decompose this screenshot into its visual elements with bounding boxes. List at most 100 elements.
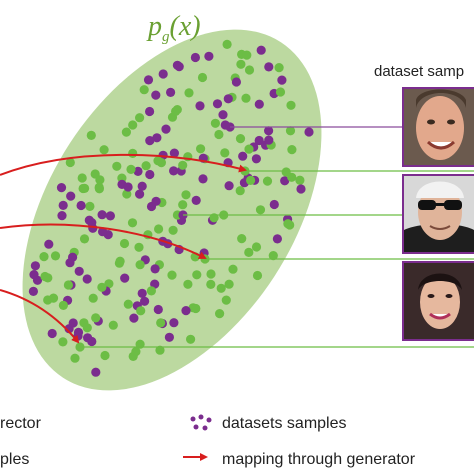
dataset-sample-dot (223, 94, 233, 104)
face-thumbnail-3 (402, 261, 474, 341)
dataset-samples-legend-icon (190, 414, 212, 431)
dataset-sample-dot (58, 200, 68, 210)
dataset-sample-dot (198, 174, 208, 184)
generated-sample-dot (77, 173, 87, 183)
dataset-sample-dot (254, 135, 264, 146)
dataset-sample-dot (150, 279, 160, 289)
dataset-sample-dot (97, 210, 107, 220)
dataset-sample-dot (145, 106, 155, 117)
connector-lines (80, 126, 474, 348)
generated-sample-dot (246, 175, 256, 185)
generated-sample-dot (268, 251, 278, 261)
generated-sample-dot (136, 306, 146, 316)
generated-sample-dot (39, 252, 49, 262)
dataset-sample-dot (150, 264, 160, 274)
dataset-sample-dot (151, 90, 161, 100)
dataset-sample-dot (83, 333, 93, 343)
dataset-sample-dot (174, 62, 184, 72)
dataset-sample-dot (195, 101, 205, 111)
generated-sample-dot (127, 218, 138, 228)
dataset-sample-dot (140, 296, 150, 306)
dataset-sample-dot (190, 52, 200, 63)
dataset-sample-dot (30, 261, 40, 271)
generated-sample-dot (135, 113, 145, 123)
generated-sample-dot (283, 219, 293, 229)
dataset-sample-dot (133, 166, 143, 176)
face-sunglasses-icon (404, 176, 474, 252)
generated-sample-dot (153, 156, 163, 166)
dataset-sample-dot (264, 135, 274, 145)
dataset-sample-dot (151, 196, 161, 206)
face-thumbnail-2 (402, 174, 474, 254)
generated-sample-dot (186, 334, 196, 344)
dataset-sample-dot (145, 169, 155, 180)
generated-sample-dot (197, 72, 208, 83)
dataset-sample-dot (65, 258, 75, 268)
dataset-sample-dot (88, 223, 98, 233)
dataset-sample-dot (56, 183, 67, 193)
generated-sample-dot (236, 59, 246, 69)
mapping-arrow-2 (0, 223, 207, 259)
dataset-sample-dot (254, 99, 264, 109)
mapping-arrow-3 (0, 289, 80, 344)
generated-sample-dot (99, 145, 109, 155)
generated-sample-dot (155, 345, 165, 355)
dataset-sample-dot (91, 367, 101, 377)
generated-sample-dot (287, 145, 297, 155)
generated-sample-dot (192, 270, 202, 280)
generated-sample-dot (58, 337, 68, 347)
generated-sample-dot (128, 351, 138, 361)
dataset-sample-dot (137, 181, 147, 191)
generated-sample-dot (275, 87, 286, 97)
legend-dataset-samples: datasets samples (222, 415, 347, 432)
generated-sample-dot (91, 313, 101, 323)
generated-sample-dot (235, 134, 246, 144)
mapping-arrow-1 (0, 153, 247, 176)
generated-sample-dot (184, 88, 194, 98)
generated-sample-dot (171, 106, 181, 116)
generated-sample-dot (214, 129, 224, 140)
dataset-sample-dot (204, 51, 214, 61)
generated-sample-dot (115, 256, 125, 266)
dataset-sample-dot (218, 110, 228, 120)
generated-sample-dot (86, 130, 96, 140)
generated-sample-dot (244, 247, 254, 257)
dataset-sample-dot (68, 318, 78, 328)
generated-sample-dot (220, 148, 230, 158)
generated-sample-dot (122, 189, 132, 199)
generated-sample-dot (244, 144, 254, 154)
generated-sample-dot (85, 201, 95, 211)
dataset-sample-dot (152, 133, 162, 143)
generated-sample-dot (215, 309, 225, 319)
dataset-sample-dot (120, 273, 130, 283)
dataset-sample-dot (166, 87, 176, 97)
generated-sample-dot (95, 175, 105, 185)
distribution-label: pg(x) (146, 11, 201, 45)
generated-sample-dot (40, 271, 50, 282)
dataset-sample-dot (169, 166, 179, 176)
generated-sample-dot (65, 157, 75, 168)
dataset-sample-dot (143, 75, 154, 85)
dataset-sample-dot (269, 199, 279, 210)
legend-mapping: mapping through generator (222, 451, 416, 468)
generated-sample-dot (58, 300, 68, 310)
dataset-sample-dot (280, 176, 290, 186)
legend-left-line2: ples (0, 451, 29, 468)
generated-sample-dot (206, 279, 216, 289)
generated-sample-dot (252, 270, 263, 281)
dataset-sample-dot (256, 45, 266, 55)
generated-sample-dot (295, 175, 305, 185)
dataset-sample-dot (272, 234, 282, 244)
dataset-sample-dot (181, 306, 191, 316)
generated-sample-dot (178, 160, 188, 170)
generated-sample-dot (228, 264, 238, 274)
dataset-sample-dot (137, 288, 147, 298)
dataset-sample-dot (57, 211, 67, 221)
scatter-dots (28, 39, 314, 377)
generated-sample-dot (126, 164, 136, 174)
face-man-smiling-icon (404, 89, 474, 165)
dataset-sample-dot (76, 200, 86, 211)
generated-sample-dot (79, 234, 90, 244)
face-woman-icon (404, 263, 474, 339)
